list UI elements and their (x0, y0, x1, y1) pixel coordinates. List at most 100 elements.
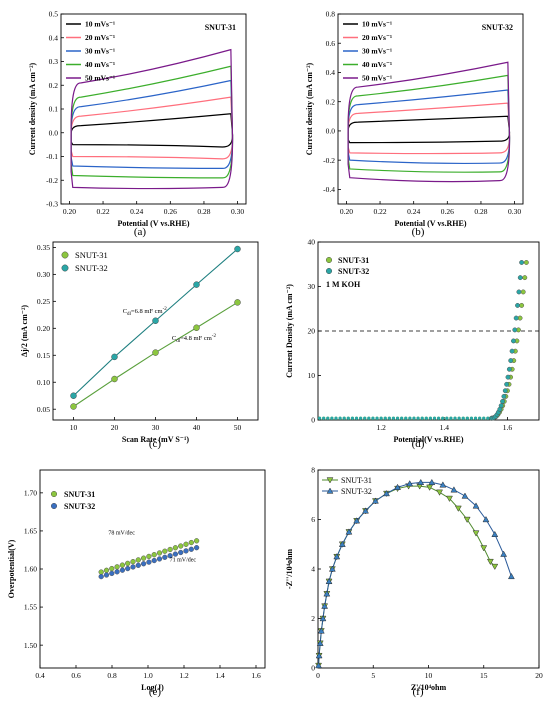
data-point (140, 561, 147, 567)
y-tick-label: 0.35 (37, 243, 50, 252)
data-point (482, 416, 486, 420)
y-tick-label: 20 (308, 327, 316, 336)
data-point (70, 392, 77, 399)
data-point (515, 302, 520, 308)
data-layer (70, 48, 234, 190)
data-point (406, 480, 414, 487)
data-layer (317, 260, 539, 421)
legend-label: SNUT-31 (75, 250, 108, 260)
cdl-value: =4.8 mF cm (180, 335, 212, 342)
data-point (162, 548, 168, 554)
data-point (428, 478, 436, 486)
x-tick-label: 0.26 (164, 207, 177, 216)
data-point (395, 416, 400, 420)
y-tick-label: 0.1 (49, 105, 59, 114)
y-tick-label: 6 (311, 515, 315, 524)
data-point (482, 515, 490, 523)
data-point (472, 502, 480, 509)
data-point (491, 563, 499, 571)
data-point (387, 416, 391, 420)
y-tick-label: 10 (308, 371, 316, 380)
data-point (513, 315, 519, 321)
data-point (172, 551, 179, 557)
data-point (111, 375, 118, 383)
data-point (372, 497, 379, 504)
data-point (504, 381, 510, 387)
x-tick-label: 0.24 (407, 207, 420, 216)
data-point (146, 559, 152, 565)
data-point (424, 416, 428, 420)
y-tick-label: 0.4 (326, 68, 336, 77)
data-point (114, 569, 120, 575)
legend: SNUT-31 SNUT-32 (61, 250, 108, 273)
y-tick-label: 1.55 (24, 603, 37, 612)
y-tick-label: -0.4 (323, 185, 335, 194)
x-tick-label: 0.6 (71, 671, 81, 680)
data-point (167, 553, 173, 559)
y-tick-label: 0.2 (326, 97, 336, 106)
data-point (345, 528, 353, 535)
x-tick-label: 0.30 (508, 207, 521, 216)
legend-marker (326, 477, 334, 484)
y-tick-label: 0.6 (326, 39, 336, 48)
data-point (473, 416, 478, 420)
data-point (151, 557, 157, 564)
x-tick-label: 0.28 (474, 207, 487, 216)
data-point (428, 416, 432, 420)
legend-marker (325, 256, 333, 264)
cv-curve-2 (70, 96, 234, 160)
x-tick-label: 10 (70, 423, 78, 432)
legend-label: SNUT-31 (338, 256, 369, 265)
y-tick-label: 0 (311, 416, 315, 425)
legend: SNUT-31 SNUT-32 (50, 490, 95, 511)
data-point (140, 555, 147, 561)
y-axis-label: -Z''/10⁴ohm (285, 549, 294, 590)
y-tick-label: 8 (311, 466, 315, 475)
data-point (353, 517, 361, 524)
data-point (454, 505, 462, 512)
x-axis-label: Log(J) (141, 683, 164, 692)
data-point (152, 317, 159, 325)
data-point (317, 627, 325, 634)
legend-label: 40 mVs⁻¹ (362, 60, 392, 69)
cdl-annotation: Cdl=6.8 mF cm-2 (123, 307, 168, 317)
data-point (412, 416, 416, 420)
data-point (516, 289, 522, 295)
y-tick-label: 0.8 (326, 10, 336, 19)
data-point (367, 416, 371, 420)
data-point (152, 349, 159, 356)
tafel-slope-label: 71 mV/dec (170, 557, 197, 563)
x-tick-label: 1.2 (376, 423, 386, 432)
x-tick-label: 0 (316, 671, 320, 680)
data-point (472, 530, 480, 537)
data-point (363, 416, 367, 420)
data-point (463, 516, 471, 524)
tafel-slope-label: 78 mV/dec (108, 531, 135, 537)
data-point (317, 416, 322, 420)
data-point (501, 393, 507, 399)
y-tick-label: 1.70 (24, 488, 37, 497)
y-tick-label: 4 (311, 565, 315, 574)
data-point (326, 416, 330, 420)
data-point (103, 567, 110, 573)
data-layer (315, 478, 515, 670)
data-point (333, 553, 341, 560)
data-point (183, 548, 189, 554)
cv-curve-1 (70, 113, 234, 148)
panel-caption: (e) (149, 686, 162, 698)
data-point (416, 416, 420, 420)
cdl-symbol: C (123, 308, 127, 315)
data-point (319, 614, 327, 622)
cdl-subscript: dl (176, 339, 181, 344)
nyquist-line-2 (318, 481, 512, 666)
data-layer (98, 538, 200, 580)
data-point (234, 299, 241, 306)
data-point (520, 289, 526, 295)
y-tick-label: 0.0 (326, 127, 336, 136)
data-point (480, 545, 488, 552)
x-tick-label: 0.28 (197, 207, 210, 216)
data-point (404, 416, 408, 420)
x-tick-label: 15 (480, 671, 488, 680)
data-point (461, 416, 465, 420)
y-tick-label: 0.15 (37, 351, 50, 360)
